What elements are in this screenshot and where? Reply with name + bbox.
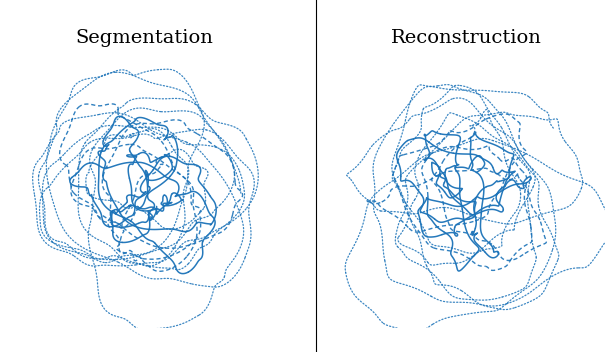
Title: Segmentation: Segmentation — [75, 30, 213, 48]
Title: Reconstruction: Reconstruction — [391, 30, 542, 48]
